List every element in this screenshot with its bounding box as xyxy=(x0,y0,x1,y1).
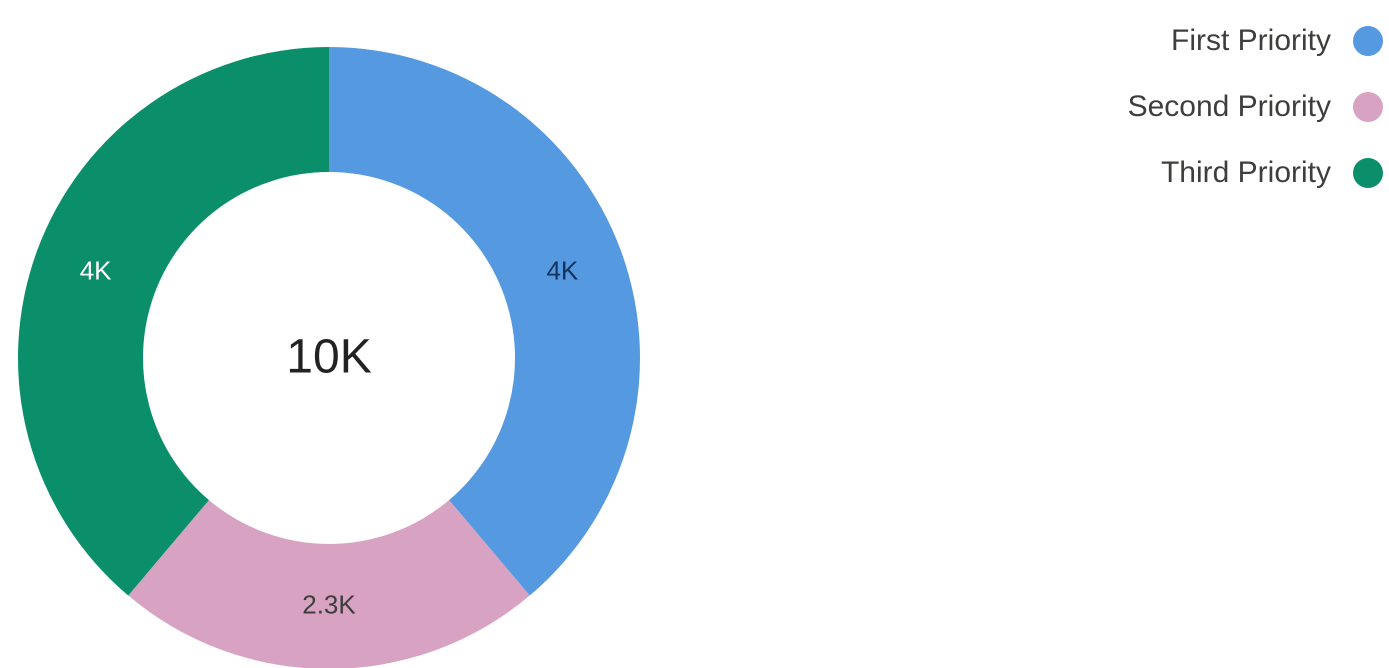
legend-swatch-icon xyxy=(1353,92,1383,122)
legend-swatch-icon xyxy=(1353,26,1383,56)
legend-label: Third Priority xyxy=(1160,156,1331,189)
legend-swatch-icon xyxy=(1353,158,1383,188)
slice-value-label: 4K xyxy=(80,255,112,285)
slice-value-label: 4K xyxy=(546,255,578,285)
legend-label: First Priority xyxy=(1171,24,1331,57)
donut-center-total: 10K xyxy=(286,331,371,384)
donut-svg: 4K 2.3K 4K 10K xyxy=(18,47,640,668)
legend-item-second-priority[interactable]: Second Priority xyxy=(1128,74,1383,140)
chart-legend: First Priority Second Priority Third Pri… xyxy=(1128,8,1383,206)
donut-slice-first-priority[interactable] xyxy=(329,47,640,596)
legend-item-third-priority[interactable]: Third Priority xyxy=(1161,140,1383,206)
donut-slice-second-priority[interactable] xyxy=(128,500,530,668)
legend-item-first-priority[interactable]: First Priority xyxy=(1171,8,1383,74)
donut-slice-third-priority[interactable] xyxy=(18,47,330,596)
donut-chart: 4K 2.3K 4K 10K xyxy=(18,47,640,668)
slice-value-label: 2.3K xyxy=(302,589,356,619)
legend-label: Second Priority xyxy=(1127,90,1331,123)
